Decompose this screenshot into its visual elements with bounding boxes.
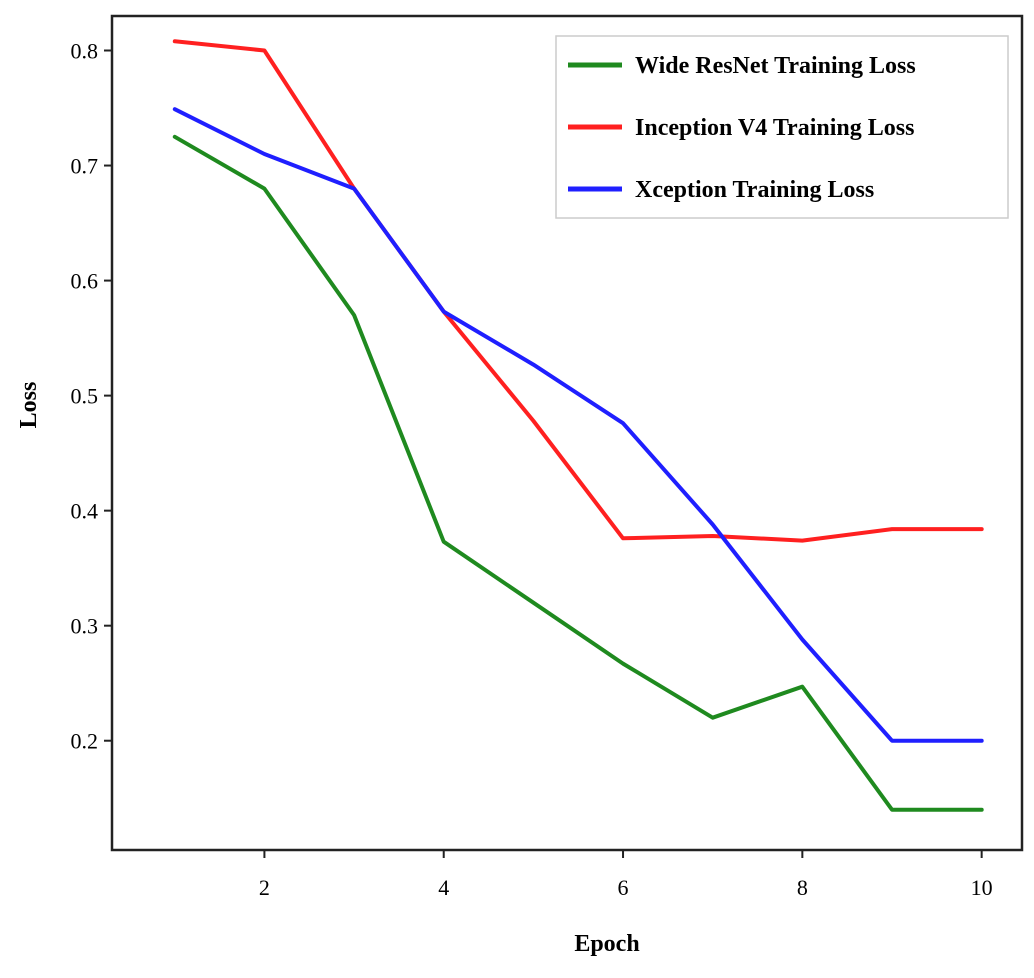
legend-label: Inception V4 Training Loss	[635, 115, 914, 141]
legend-label: Xception Training Loss	[635, 177, 874, 203]
legend: Wide ResNet Training Loss Inception V4 Tr…	[555, 35, 1009, 219]
y-tick-label: 0.5	[71, 384, 99, 409]
x-tick-label: 10	[971, 875, 993, 900]
y-tick-label: 0.3	[71, 614, 99, 639]
y-axis-ticks: 0.2 0.3 0.4 0.5 0.6 0.7 0.8	[71, 39, 112, 754]
y-tick-label: 0.7	[71, 154, 99, 179]
x-axis-label: Epoch	[574, 931, 639, 957]
y-axis-label: Loss	[16, 382, 42, 429]
y-tick-label: 0.6	[71, 269, 99, 294]
y-tick-label: 0.4	[71, 499, 99, 524]
series-lines	[172, 39, 984, 812]
y-tick-label: 0.8	[71, 39, 99, 64]
x-tick-label: 8	[797, 875, 808, 900]
series-line-2	[172, 107, 984, 743]
y-tick-label: 0.2	[71, 729, 99, 754]
x-tick-label: 4	[438, 875, 449, 900]
series-line-0	[172, 134, 984, 812]
legend-box	[555, 35, 1009, 219]
legend-label: Wide ResNet Training Loss	[635, 53, 916, 79]
series-line-1	[172, 39, 984, 543]
x-tick-label: 2	[259, 875, 270, 900]
plot-frame	[110, 14, 1024, 852]
x-tick-label: 6	[618, 875, 629, 900]
x-axis-ticks: 2 4 6 8 10	[259, 850, 993, 900]
